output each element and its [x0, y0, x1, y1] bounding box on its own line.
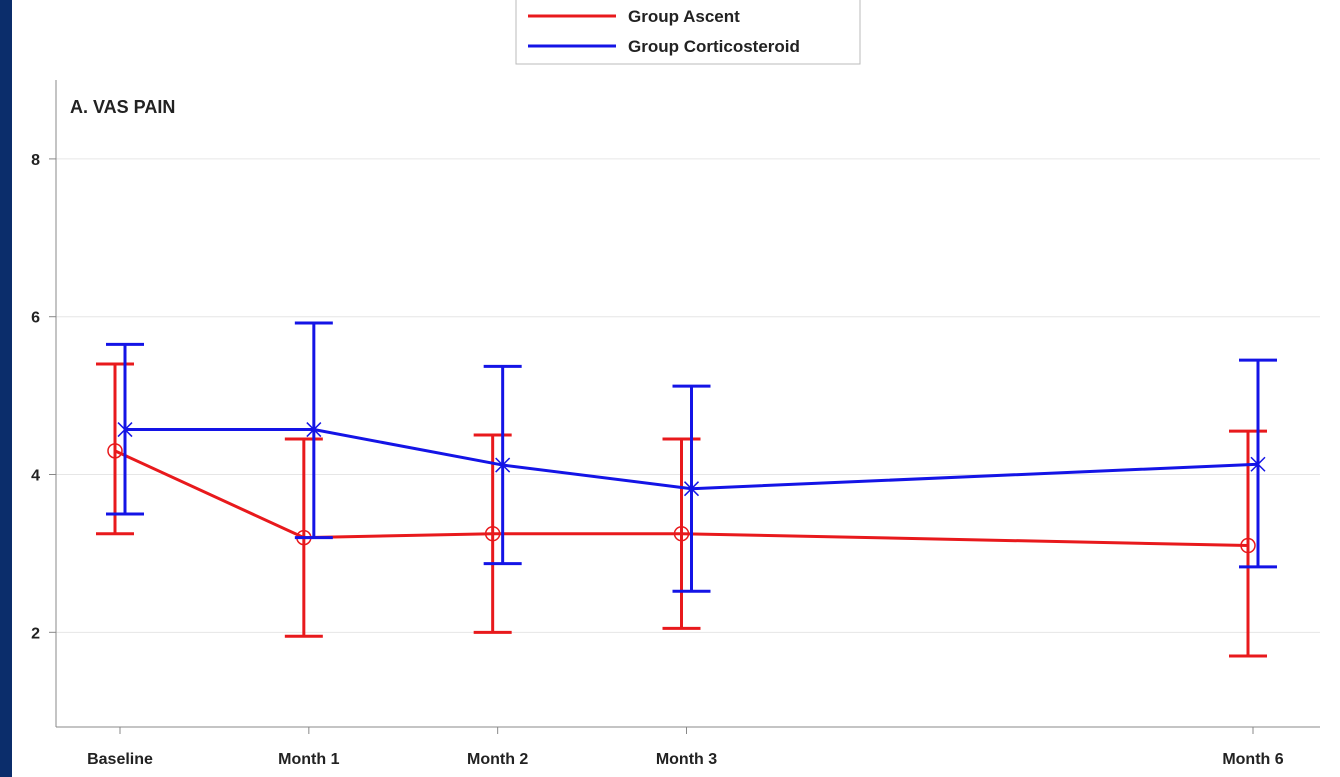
legend-label-group-ascent: Group Ascent: [628, 7, 740, 26]
legend: Group Ascent Group Corticosteroid: [515, 0, 861, 65]
point-1-3: [683, 481, 700, 497]
point-0-3: [673, 525, 690, 542]
point-1-0: [117, 422, 133, 438]
series-layer: [96, 321, 1277, 658]
y-tick-label-4: 4: [31, 468, 40, 485]
y-tick-label-8: 8: [31, 152, 40, 169]
x-tick-label-4: Month 6: [1222, 751, 1283, 768]
legend-box: [515, 0, 861, 65]
ticks-layer: 2 4 6 8 Baseline Month 1 Month 2 Month 3 Month 6: [31, 152, 1284, 768]
x-tick-label-2: Month 2: [467, 751, 528, 768]
y-tick-label-6: 6: [31, 310, 40, 327]
y-tick-label-2: 2: [31, 625, 40, 642]
x-tick-label-0: Baseline: [87, 751, 153, 768]
chart-panel: 2 4 6 8 Baseline Month 1 Month 2 Month 3 Month 6…: [12, 0, 1340, 777]
point-0-2: [484, 525, 501, 542]
point-1-4: [1250, 456, 1266, 472]
grid-layer: [56, 158, 1320, 633]
x-tick-label-3: Month 3: [656, 751, 717, 768]
vas-pain-chart: 2 4 6 8 Baseline Month 1 Month 2 Month 3 Month 6…: [31, 0, 1320, 768]
point-1-2: [495, 457, 511, 473]
point-1-1: [306, 422, 322, 438]
series-0: [96, 362, 1267, 658]
chart-title: A. VAS PAIN: [70, 97, 175, 117]
point-0-4: [1240, 537, 1256, 554]
x-tick-label-1: Month 1: [278, 751, 339, 768]
axes-layer: [55, 80, 1320, 728]
series-1: [106, 321, 1277, 593]
point-0-0: [107, 443, 123, 459]
legend-label-group-corticosteroid: Group Corticosteroid: [628, 37, 800, 56]
